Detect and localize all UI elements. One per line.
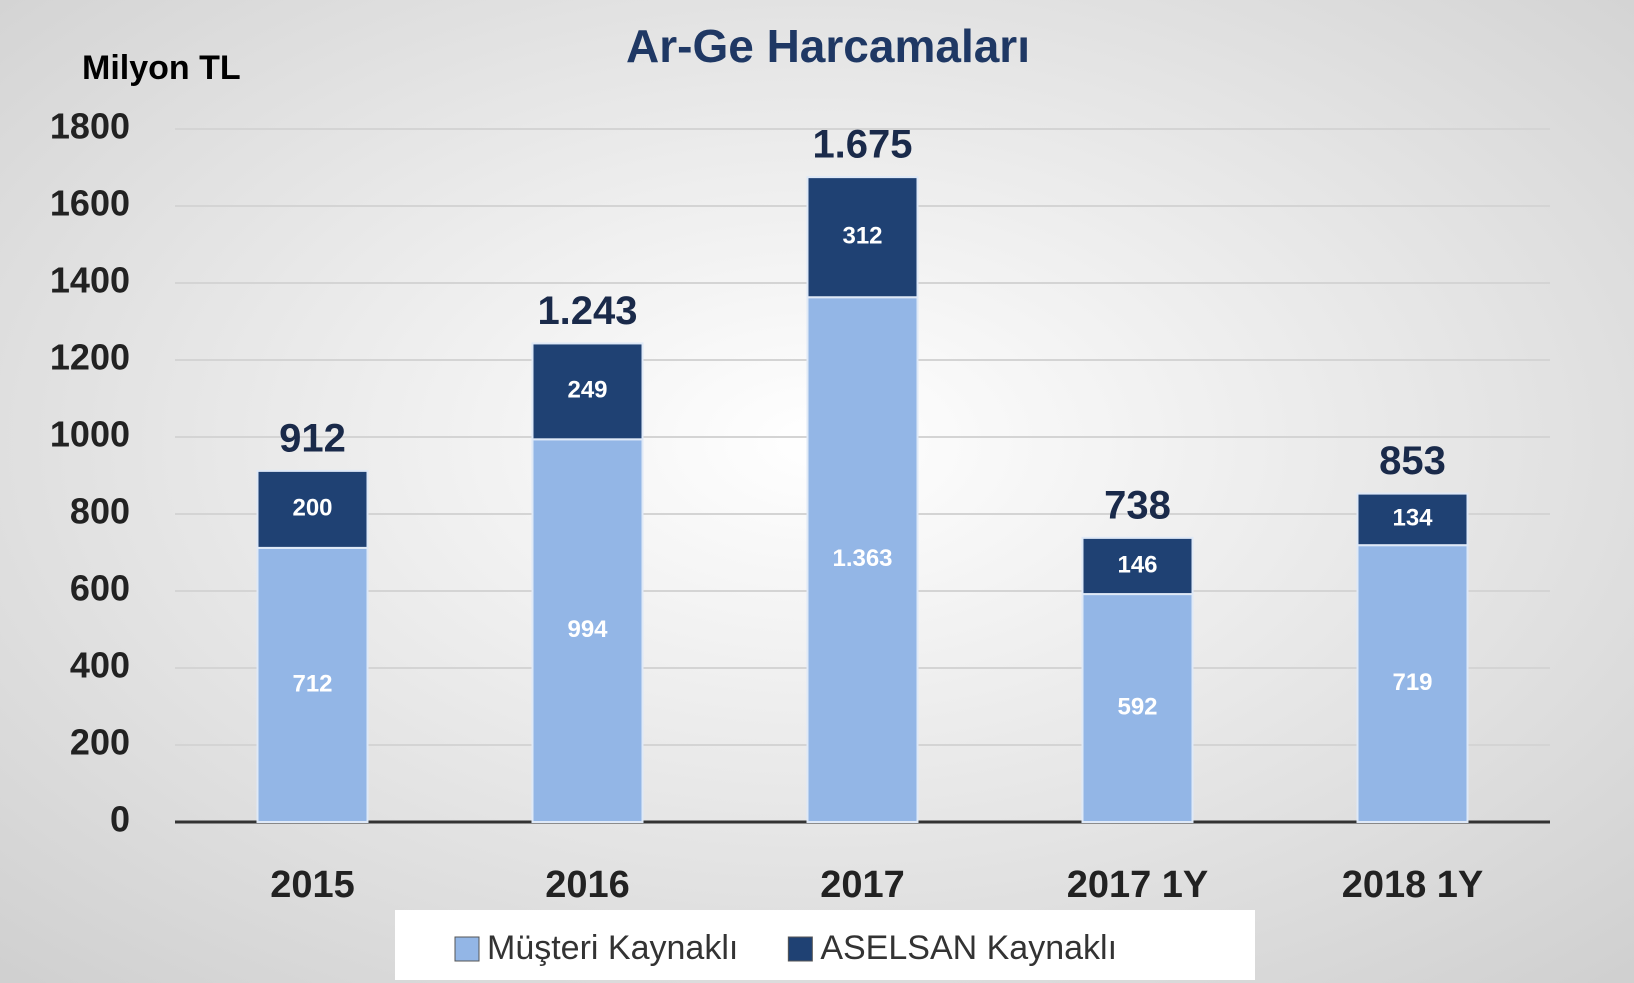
bar-segment [256, 546, 369, 823]
total-label: 1.243 [537, 289, 637, 333]
x-tick-label: 2016 [545, 864, 630, 906]
data-label: 146 [1117, 551, 1157, 578]
bar-segment [1356, 544, 1469, 823]
data-label: 1.363 [832, 545, 892, 572]
data-label: 134 [1392, 505, 1433, 532]
y-tick-label: 1200 [50, 337, 130, 378]
total-label: 853 [1379, 439, 1446, 483]
bar-segment [1081, 536, 1194, 596]
x-tick-label: 2015 [270, 864, 355, 906]
bar-segment [806, 296, 919, 823]
bar-segment [806, 176, 919, 299]
bar-segment [1356, 492, 1469, 547]
data-label: 249 [567, 377, 607, 404]
y-tick-label: 800 [70, 491, 130, 532]
y-tick-label: 0 [110, 799, 130, 840]
bar-segment [256, 469, 369, 549]
data-label: 312 [842, 223, 882, 250]
y-axis-label: Milyon TL [82, 49, 241, 87]
data-label: 719 [1392, 669, 1432, 696]
total-label: 912 [279, 416, 346, 460]
data-label: 200 [292, 495, 332, 522]
y-tick-label: 1000 [50, 414, 130, 455]
y-tick-label: 1400 [50, 260, 130, 301]
legend-swatch [787, 936, 813, 962]
x-tick-label: 2018 1Y [1342, 864, 1484, 906]
legend-box [395, 910, 1255, 980]
y-tick-label: 1600 [50, 183, 130, 224]
total-label: 738 [1104, 483, 1171, 527]
legend-swatch [454, 936, 480, 962]
data-label: 712 [292, 670, 332, 697]
total-label: 1.675 [812, 123, 912, 167]
bar-segment [531, 438, 644, 823]
legend-label: ASELSAN Kaynaklı [820, 929, 1117, 967]
y-tick-label: 1800 [50, 106, 130, 147]
y-tick-label: 200 [70, 722, 130, 763]
bar-segment [531, 342, 644, 441]
y-tick-label: 400 [70, 645, 130, 686]
data-label: 592 [1117, 693, 1157, 720]
data-label: 994 [567, 616, 608, 643]
legend-label: Müşteri Kaynaklı [487, 929, 738, 967]
x-tick-label: 2017 1Y [1067, 864, 1209, 906]
x-tick-label: 2017 [820, 864, 905, 906]
chart-title: Ar-Ge Harcamaları [626, 20, 1030, 72]
y-tick-label: 600 [70, 568, 130, 609]
